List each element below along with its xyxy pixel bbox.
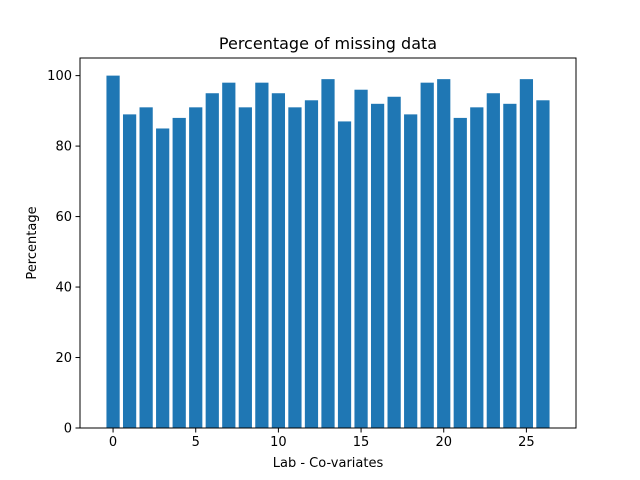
x-tick-label: 5	[192, 435, 200, 450]
bar-7	[222, 82, 236, 429]
bar-26	[536, 100, 550, 429]
bar-22	[470, 107, 484, 428]
y-axis-ticks: 0 20 40 60 80 100	[47, 69, 80, 437]
bar-11	[288, 107, 302, 428]
x-tick-label: 15	[353, 435, 370, 450]
bar-16	[370, 103, 385, 429]
y-tick-label: 80	[55, 140, 72, 155]
x-axis-ticks: 0 5 10 15 20 25	[109, 428, 535, 450]
bar-5	[189, 107, 203, 428]
bar-9	[255, 82, 269, 429]
x-tick-label: 20	[435, 435, 452, 450]
bar-19	[420, 82, 434, 429]
bar-0	[106, 75, 120, 428]
bar-17	[387, 96, 401, 428]
bar-14	[337, 121, 352, 428]
bar-18	[404, 114, 418, 428]
x-tick-label: 0	[109, 435, 117, 450]
bar-1	[122, 114, 137, 428]
bar-23	[486, 93, 500, 428]
bar-13	[321, 79, 335, 429]
y-tick-label: 40	[55, 281, 72, 296]
plot-frame	[79, 57, 577, 429]
y-axis-label: Percentage	[25, 206, 40, 279]
bar-8	[238, 107, 252, 428]
bar-10	[271, 93, 286, 428]
y-tick-label: 60	[55, 210, 72, 225]
bar-2	[139, 107, 153, 428]
chart-title: Percentage of missing data	[219, 34, 437, 53]
y-tick-label: 100	[47, 69, 72, 84]
y-tick-label: 0	[64, 422, 72, 437]
y-tick-label: 20	[55, 351, 72, 366]
bar-24	[503, 103, 517, 429]
bar-25	[519, 79, 534, 429]
x-tick-label: 10	[270, 435, 287, 450]
x-axis-label: Lab - Co-variates	[273, 456, 384, 471]
bar-20	[437, 79, 451, 429]
bar-3	[156, 128, 170, 428]
x-tick-label: 25	[518, 435, 535, 450]
bar-21	[453, 117, 467, 429]
bar-15	[354, 89, 368, 428]
bar-12	[304, 100, 319, 429]
bars-group	[106, 75, 550, 429]
bar-6	[205, 93, 219, 428]
bar-4	[172, 117, 186, 429]
